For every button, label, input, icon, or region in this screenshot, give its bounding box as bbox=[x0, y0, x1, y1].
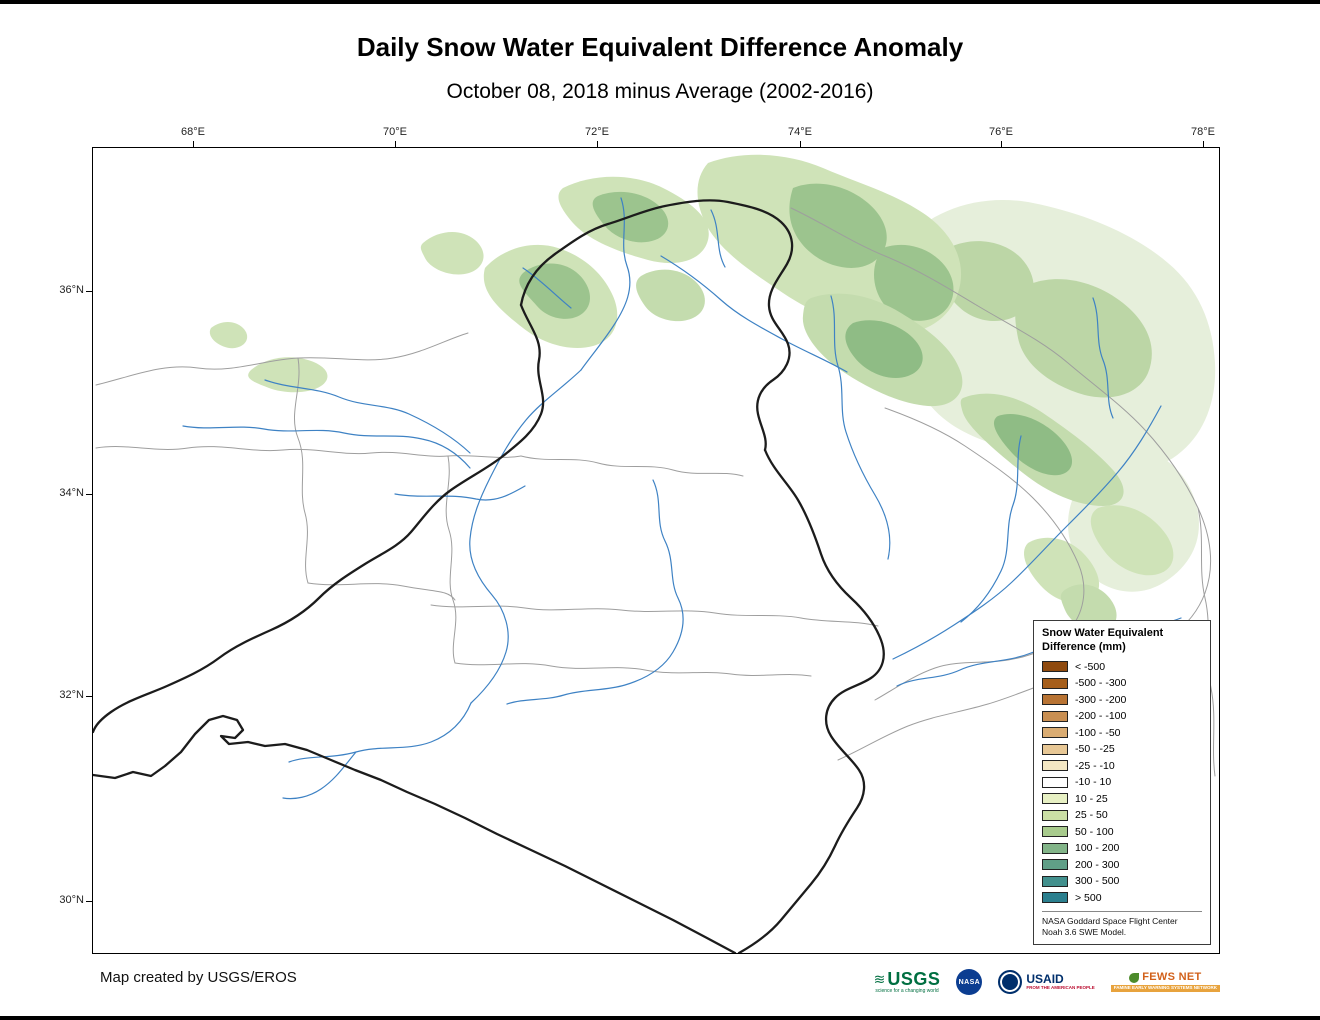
legend-entry: 100 - 200 bbox=[1042, 840, 1202, 857]
legend-entry: 25 - 50 bbox=[1042, 807, 1202, 824]
x-tick-label: 74°E bbox=[788, 126, 812, 138]
map-canvas bbox=[93, 154, 1216, 953]
legend-swatch bbox=[1042, 793, 1068, 805]
legend-source: NASA Goddard Space Flight Center Noah 3.… bbox=[1042, 911, 1202, 939]
legend-swatch bbox=[1042, 859, 1068, 871]
y-tick-mark bbox=[86, 291, 92, 292]
legend-swatch bbox=[1042, 776, 1068, 788]
legend-swatch bbox=[1042, 760, 1068, 772]
legend-swatch bbox=[1042, 677, 1068, 689]
y-tick-mark bbox=[86, 901, 92, 902]
legend-swatch bbox=[1042, 727, 1068, 739]
legend-entry: -200 - -100 bbox=[1042, 708, 1202, 725]
map-frame: Snow Water Equivalent Difference (mm) < … bbox=[92, 147, 1220, 954]
legend-entry-label: -10 - 10 bbox=[1075, 776, 1112, 788]
legend-swatch bbox=[1042, 875, 1068, 887]
legend-swatch bbox=[1042, 809, 1068, 821]
legend-entry-label: -200 - -100 bbox=[1075, 710, 1127, 722]
page-subtitle: October 08, 2018 minus Average (2002-201… bbox=[446, 80, 874, 103]
legend-swatch bbox=[1042, 743, 1068, 755]
legend-swatch bbox=[1042, 661, 1068, 673]
x-tick-mark bbox=[1203, 141, 1204, 147]
legend: Snow Water Equivalent Difference (mm) < … bbox=[1033, 620, 1211, 945]
x-tick-label: 70°E bbox=[383, 126, 407, 138]
legend-entry: > 500 bbox=[1042, 890, 1202, 907]
usaid-tagline: FROM THE AMERICAN PEOPLE bbox=[1026, 985, 1095, 991]
fews-leaf-icon bbox=[1129, 972, 1140, 983]
legend-source-line2: Noah 3.6 SWE Model. bbox=[1042, 927, 1127, 938]
usaid-logo: USAID FROM THE AMERICAN PEOPLE bbox=[998, 970, 1095, 994]
legend-entry-label: > 500 bbox=[1075, 891, 1102, 904]
legend-swatch bbox=[1042, 842, 1068, 854]
legend-entry: 300 - 500 bbox=[1042, 873, 1202, 890]
legend-entry-label: 300 - 500 bbox=[1075, 875, 1120, 887]
usgs-logo-text: USGS bbox=[887, 969, 941, 989]
logo-strip: ≋ USGS science for a changing world NASA… bbox=[874, 962, 1220, 1002]
legend-title: Snow Water Equivalent Difference (mm) bbox=[1042, 627, 1202, 655]
x-tick-mark bbox=[1001, 141, 1002, 147]
legend-entry: 50 - 100 bbox=[1042, 824, 1202, 841]
legend-entry-label: 25 - 50 bbox=[1075, 809, 1108, 821]
legend-entry: 200 - 300 bbox=[1042, 857, 1202, 874]
x-tick-mark bbox=[597, 141, 598, 147]
legend-title-line1: Snow Water Equivalent bbox=[1042, 627, 1164, 639]
legend-swatch bbox=[1042, 892, 1068, 904]
legend-entry: 10 - 25 bbox=[1042, 791, 1202, 808]
x-tick-mark bbox=[800, 141, 801, 147]
legend-entry: -50 - -25 bbox=[1042, 741, 1202, 758]
legend-entry-label: -25 - -10 bbox=[1075, 759, 1115, 772]
watershed-boundaries bbox=[95, 207, 1216, 834]
legend-entry: -10 - 10 bbox=[1042, 774, 1202, 791]
usgs-logo: ≋ USGS science for a changing world bbox=[874, 970, 941, 994]
usaid-logo-text: USAID bbox=[1026, 972, 1064, 987]
x-tick-mark bbox=[395, 141, 396, 147]
y-tick-mark bbox=[86, 696, 92, 697]
legend-entries: < -500 -500 - -300 -300 - -200 -200 - -100 -… bbox=[1042, 659, 1202, 907]
y-tick-mark bbox=[86, 494, 92, 495]
legend-entry-label: 200 - 300 bbox=[1075, 858, 1120, 871]
fews-net-logo: FEWS NET FAMINE EARLY WARNING SYSTEMS NE… bbox=[1110, 971, 1220, 992]
legend-entry: -25 - -10 bbox=[1042, 758, 1202, 775]
legend-entry: -100 - -50 bbox=[1042, 725, 1202, 742]
y-tick-label: 34°N bbox=[59, 487, 84, 499]
page-title: Daily Snow Water Equivalent Difference A… bbox=[356, 32, 964, 62]
legend-swatch bbox=[1042, 710, 1068, 722]
nasa-logo: NASA bbox=[956, 969, 983, 995]
usgs-tagline: science for a changing world bbox=[875, 988, 939, 994]
legend-entry: -300 - -200 bbox=[1042, 692, 1202, 709]
legend-swatch bbox=[1042, 826, 1068, 838]
legend-entry-label: -100 - -50 bbox=[1075, 726, 1121, 739]
y-tick-label: 32°N bbox=[59, 689, 84, 701]
x-tick-label: 76°E bbox=[989, 126, 1013, 138]
usaid-seal-icon bbox=[998, 970, 1023, 994]
coastline bbox=[93, 714, 737, 953]
nasa-meatball-icon: NASA bbox=[956, 969, 983, 995]
legend-entry-label: -300 - -200 bbox=[1075, 693, 1127, 706]
basin-boundary bbox=[93, 199, 885, 953]
legend-swatch bbox=[1042, 694, 1068, 706]
fews-net-tagline: FAMINE EARLY WARNING SYSTEMS NETWORK bbox=[1110, 985, 1220, 992]
legend-entry-label: 10 - 25 bbox=[1075, 792, 1108, 805]
legend-entry-label: 50 - 100 bbox=[1075, 825, 1114, 838]
x-tick-mark bbox=[193, 141, 194, 147]
legend-entry-label: -500 - -300 bbox=[1075, 677, 1127, 689]
legend-entry-label: 100 - 200 bbox=[1075, 842, 1120, 854]
legend-entry: -500 - -300 bbox=[1042, 675, 1202, 692]
x-tick-label: 78°E bbox=[1191, 126, 1215, 138]
x-tick-label: 68°E bbox=[181, 126, 205, 138]
credit-text: Map created by USGS/EROS bbox=[100, 969, 297, 986]
x-tick-label: 72°E bbox=[585, 126, 609, 138]
usgs-wave-icon: ≋ bbox=[873, 970, 886, 987]
legend-title-line2: Difference (mm) bbox=[1042, 640, 1126, 653]
legend-entry-label: -50 - -25 bbox=[1075, 743, 1115, 755]
snow-anomaly-areas bbox=[209, 154, 1216, 632]
fews-net-logo-text: FEWS NET bbox=[1142, 971, 1202, 984]
legend-entry: < -500 bbox=[1042, 659, 1202, 676]
legend-entry-label: < -500 bbox=[1075, 660, 1106, 673]
legend-source-line1: NASA Goddard Space Flight Center bbox=[1042, 916, 1178, 926]
y-tick-label: 30°N bbox=[59, 894, 84, 906]
y-tick-label: 36°N bbox=[59, 284, 84, 296]
